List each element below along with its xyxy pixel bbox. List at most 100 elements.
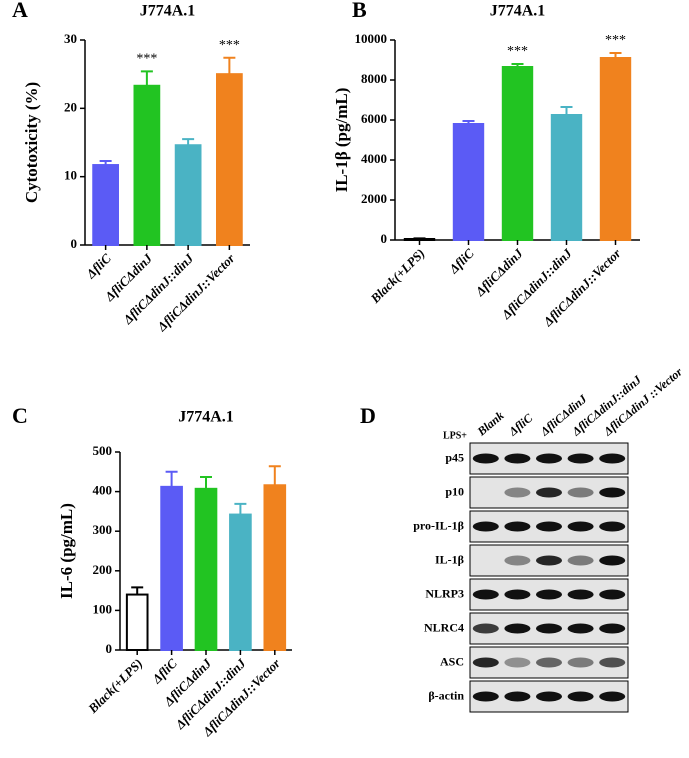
y-tick-label: 0 [106, 641, 113, 656]
blot-band [599, 521, 626, 532]
y-tick-label: 300 [93, 522, 113, 537]
row-label: p45 [445, 450, 464, 464]
error-bar [234, 502, 247, 515]
y-tick-label: 500 [93, 443, 113, 458]
panel-label: D [360, 403, 376, 428]
bar [501, 66, 534, 241]
blot-band [599, 623, 626, 634]
chart-title: J774A.1 [490, 3, 546, 20]
blot-band [536, 555, 562, 566]
row-label: ASC [440, 654, 464, 668]
row-label: IL-1β [435, 552, 464, 566]
y-axis-label: IL-6 (pg/mL) [57, 503, 76, 599]
row-label: NLRP3 [425, 586, 464, 600]
error-bar [182, 138, 195, 146]
x-tick-label: ΔfliCΔdinJ::dinJ [119, 250, 196, 327]
blot-band [536, 453, 562, 464]
blot-band [567, 521, 594, 532]
blot-band [504, 555, 531, 566]
blot-band [472, 623, 499, 634]
panel-label: A [12, 0, 28, 22]
x-tick-label: ΔfliC [445, 245, 477, 277]
error-bar [223, 56, 236, 75]
bar [599, 57, 632, 241]
y-tick-label: 400 [93, 483, 113, 498]
blot-band [472, 657, 499, 668]
row-label: pro-IL-1β [413, 518, 464, 532]
blot-band [567, 555, 594, 566]
blot-band [599, 691, 626, 702]
blot-band [504, 589, 531, 600]
row-label: β-actin [428, 688, 464, 702]
blot-band [567, 657, 594, 668]
blot-band [567, 691, 594, 702]
error-bar [99, 159, 112, 166]
blot-band [567, 589, 594, 600]
bar [263, 484, 287, 651]
blot-band [599, 589, 626, 600]
bar [452, 123, 485, 241]
error-bar [511, 63, 524, 67]
blot-band [599, 657, 626, 668]
bar [194, 487, 218, 651]
row-label: NLRC4 [424, 620, 464, 634]
x-tick-label: ΔfliCΔdinJ::Vector [153, 250, 238, 335]
blot-band [536, 487, 562, 498]
significance: *** [605, 33, 626, 48]
y-tick-label: 8000 [361, 71, 387, 86]
y-tick-label: 2000 [361, 191, 387, 206]
significance: *** [219, 38, 240, 53]
y-tick-label: 10000 [355, 31, 388, 46]
blot-band [567, 487, 594, 498]
significance: *** [136, 52, 157, 67]
chart-title: J774A.1 [178, 409, 234, 426]
lane-label: Blank [474, 408, 507, 439]
panel-label: B [352, 0, 367, 22]
blot-band [536, 589, 562, 600]
blot-band [536, 657, 562, 668]
bar [160, 485, 183, 651]
error-bar [140, 70, 153, 86]
y-tick-label: 200 [93, 562, 113, 577]
x-tick-label: ΔfliC [82, 250, 114, 282]
blot-band [504, 657, 531, 668]
error-bar [609, 52, 622, 58]
blot-band [472, 453, 499, 464]
y-tick-label: 0 [381, 231, 388, 246]
blot-band [472, 691, 499, 702]
blot-band [504, 521, 531, 532]
x-tick-label: Black(+LPS) [84, 656, 145, 717]
blot-band [472, 589, 499, 600]
bar [174, 144, 202, 247]
row-label: p10 [445, 484, 464, 498]
y-tick-label: 30 [64, 31, 77, 46]
blot-band [504, 453, 531, 464]
error-bar [560, 106, 573, 115]
blot-band [567, 453, 594, 464]
error-bar [131, 586, 144, 595]
error-bar [200, 475, 212, 489]
error-bar [268, 465, 281, 486]
panel-label: C [12, 403, 28, 428]
bar [133, 84, 161, 246]
blot-band [504, 691, 531, 702]
error-bar [165, 470, 178, 487]
blot-band [536, 623, 562, 634]
chart-title: J774A.1 [140, 3, 196, 20]
y-tick-label: 6000 [361, 111, 387, 126]
x-tick-label: Black(+LPS) [367, 246, 428, 307]
treatment-label: LPS+ [443, 430, 467, 441]
y-tick-label: 4000 [361, 151, 387, 166]
bar [216, 73, 243, 246]
error-bar [462, 120, 475, 124]
error-bar [413, 237, 426, 240]
blot-band [599, 555, 626, 566]
blot-band [536, 691, 562, 702]
blot-band [504, 487, 531, 498]
blot-band [599, 487, 626, 498]
bar [125, 593, 149, 651]
blot-band [567, 623, 594, 634]
y-tick-label: 100 [93, 601, 113, 616]
y-tick-label: 0 [71, 236, 78, 251]
